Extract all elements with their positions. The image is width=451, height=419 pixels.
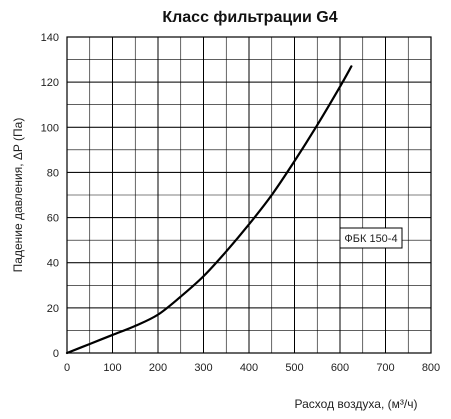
y-tick-label-20: 20 bbox=[47, 303, 59, 315]
x-tick-label-100: 100 bbox=[103, 362, 121, 374]
chart-title: Класс фильтрации G4 bbox=[162, 9, 337, 26]
x-tick-label-0: 0 bbox=[64, 362, 70, 374]
legend-label: ФБК 150-4 bbox=[344, 233, 397, 245]
y-tick-label-40: 40 bbox=[47, 258, 59, 270]
x-tick-label-200: 200 bbox=[149, 362, 167, 374]
y-tick-label-140: 140 bbox=[41, 32, 59, 44]
y-tick-label-60: 60 bbox=[47, 213, 59, 225]
y-tick-label-100: 100 bbox=[41, 122, 59, 134]
x-tick-label-400: 400 bbox=[240, 362, 258, 374]
x-tick-label-600: 600 bbox=[331, 362, 349, 374]
series-line-fbk-150-4 bbox=[65, 65, 353, 355]
x-tick-label-300: 300 bbox=[194, 362, 212, 374]
x-tick-label-700: 700 bbox=[376, 362, 394, 374]
y-tick-label-80: 80 bbox=[47, 167, 59, 179]
x-tick-labels: 0 100 200 300 400 500 600 700 800 bbox=[64, 362, 440, 374]
legend: ФБК 150-4 bbox=[339, 227, 403, 249]
y-tick-labels: 0 20 40 60 80 100 120 140 bbox=[41, 32, 59, 360]
y-tick-label-0: 0 bbox=[53, 348, 59, 360]
x-tick-label-800: 800 bbox=[422, 362, 440, 374]
x-axis-label: Расход воздуха, (м³/ч) bbox=[295, 397, 418, 411]
x-tick-label-500: 500 bbox=[285, 362, 303, 374]
y-tick-label-120: 120 bbox=[41, 77, 59, 89]
legend-box bbox=[339, 227, 403, 249]
plot-frame bbox=[66, 36, 432, 354]
y-axis-label: Падение давления, ΔP (Па) bbox=[11, 118, 25, 273]
